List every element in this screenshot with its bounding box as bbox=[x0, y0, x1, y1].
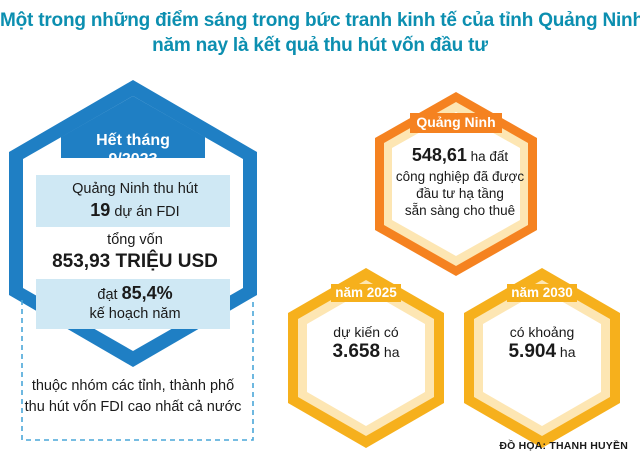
hexagon-2030-inner-white bbox=[483, 290, 601, 426]
headline-line-1: Một trong những điểm sáng trong bức tran… bbox=[0, 10, 640, 31]
achievement-suffix: kế hoạch năm bbox=[89, 306, 181, 322]
headline-line-2: năm nay là kết quả thu hút vốn đầu tư bbox=[152, 35, 488, 56]
quang-ninh-tag-bg bbox=[410, 113, 502, 133]
quang-ninh-value-line: 548,61 ha đất bbox=[385, 145, 535, 165]
quang-ninh-hexagon-inner-white bbox=[392, 112, 520, 256]
quang-ninh-tag: Quảng Ninh bbox=[416, 114, 496, 130]
value-line-2030: 5.904 ha bbox=[477, 341, 607, 362]
left-heading-line-1: Hết tháng bbox=[96, 132, 170, 149]
hexagon-2025-inner-white bbox=[307, 290, 425, 426]
quang-ninh-line-4: sẵn sàng cho thuê bbox=[404, 203, 516, 218]
value-line-2025: 3.658 ha bbox=[301, 341, 431, 362]
tag-2030: năm 2030 bbox=[511, 285, 573, 300]
projects-label: dự án FDI bbox=[114, 204, 180, 220]
unit-2030: ha bbox=[559, 344, 576, 360]
left-note-line-1: thuộc nhóm các tỉnh, thành phố bbox=[31, 378, 235, 394]
label-2025: dự kiến có bbox=[333, 324, 399, 340]
left-note: thuộc nhóm các tỉnh, thành phố thu hút v… bbox=[18, 376, 248, 418]
achievement-label: đạt bbox=[97, 287, 118, 303]
quang-ninh-value: 548,61 bbox=[411, 145, 467, 165]
left-band-capital bbox=[36, 231, 230, 275]
left-band-projects bbox=[36, 175, 230, 227]
left-card-heading: Hết tháng 9/2023 bbox=[58, 131, 208, 169]
quang-ninh-value-suffix: ha đất bbox=[470, 149, 509, 164]
left-heading-line-2: 9/2023 bbox=[108, 151, 158, 168]
left-band-achievement bbox=[36, 279, 230, 329]
left-note-dashed-border bbox=[21, 300, 254, 441]
tag-2025-bg bbox=[331, 284, 401, 302]
left-hexagon-header bbox=[61, 96, 205, 158]
value-2025: 3.658 bbox=[332, 341, 381, 362]
unit-2025: ha bbox=[383, 344, 400, 360]
projects-value: 19 bbox=[90, 200, 111, 220]
tag-2030-bg bbox=[507, 284, 577, 302]
quang-ninh-line-3: đầu tư hạ tầng bbox=[416, 186, 504, 201]
quang-ninh-line-2: công nghiệp đã được bbox=[395, 169, 525, 184]
left-projects-line: 19 dự án FDI bbox=[40, 201, 230, 221]
headline: Một trong những điểm sáng trong bức tran… bbox=[0, 8, 640, 58]
tag-2025: năm 2025 bbox=[335, 285, 397, 300]
achievement-line: đạt 85,4% bbox=[40, 284, 230, 304]
left-note-line-2: thu hút vốn FDI cao nhất cả nước bbox=[24, 399, 242, 415]
label-2030: có khoảng bbox=[509, 324, 575, 340]
left-text-attract: Quảng Ninh thu hút bbox=[72, 181, 198, 197]
achievement-value: 85,4% bbox=[121, 283, 173, 303]
value-2030: 5.904 bbox=[508, 341, 557, 362]
capital-value: 853,93 TRIỆU USD bbox=[52, 251, 218, 272]
capital-label: tổng vốn bbox=[107, 232, 163, 248]
graphic-credit: ĐỒ HỌA: THANH HUYỀN bbox=[499, 440, 628, 452]
